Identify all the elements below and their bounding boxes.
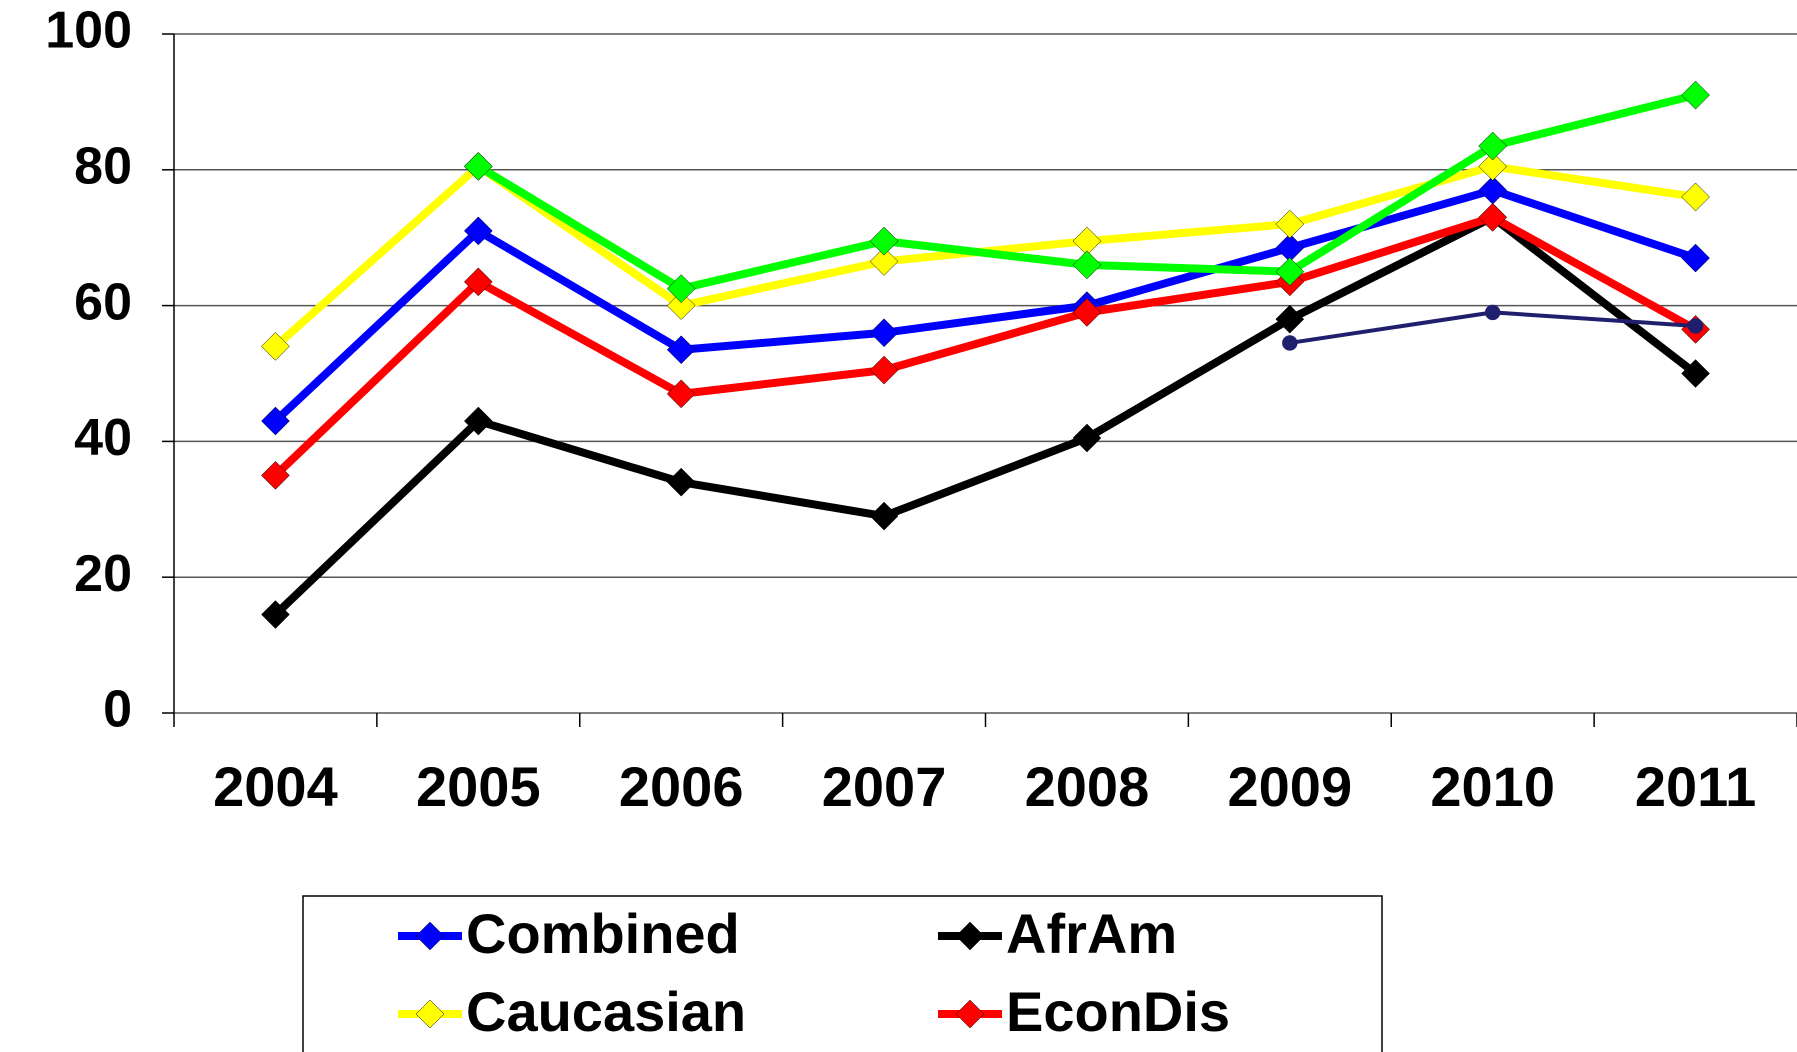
x-tick-label: 2011 xyxy=(1635,755,1757,818)
data-point xyxy=(869,247,899,276)
legend-marker xyxy=(415,999,445,1029)
legend-marker xyxy=(955,921,985,951)
data-point xyxy=(1681,80,1710,110)
data-point xyxy=(1072,250,1102,280)
x-tick-label: 2006 xyxy=(619,755,744,818)
legend-label: EconDis xyxy=(1006,980,1230,1043)
data-point xyxy=(1681,243,1710,273)
data-point xyxy=(1681,359,1710,388)
data-point xyxy=(666,379,696,409)
data-point xyxy=(261,406,290,436)
legend-marker xyxy=(415,921,445,951)
data-point xyxy=(261,600,290,629)
data-point xyxy=(1687,318,1704,334)
data-point xyxy=(666,467,696,497)
data-point xyxy=(463,267,493,297)
data-point xyxy=(1275,304,1305,334)
y-tick-label: 80 xyxy=(74,138,132,196)
series-line xyxy=(272,213,1698,618)
data-point xyxy=(869,501,899,531)
data-point xyxy=(1484,304,1501,321)
data-point xyxy=(463,216,493,246)
data-point xyxy=(1478,202,1508,232)
legend-label: Combined xyxy=(466,902,740,965)
y-tick-label: 60 xyxy=(74,273,132,331)
data-point xyxy=(463,152,493,181)
series-line xyxy=(272,213,1698,479)
x-tick-label: 2010 xyxy=(1430,755,1555,818)
y-tick-label: 20 xyxy=(74,545,132,603)
y-tick-label: 40 xyxy=(74,409,132,467)
x-tick-label: 2008 xyxy=(1025,755,1150,818)
x-tick-label: 2004 xyxy=(213,755,338,818)
data-point xyxy=(261,331,290,361)
data-point xyxy=(869,355,899,385)
data-point xyxy=(1478,152,1508,181)
legend-box xyxy=(302,895,1383,1052)
x-tick-label: 2005 xyxy=(416,755,541,818)
data-point xyxy=(666,335,696,365)
data-point xyxy=(666,274,696,303)
data-point xyxy=(666,291,696,320)
y-tick-label: 100 xyxy=(45,2,132,60)
data-point xyxy=(1072,298,1102,327)
legend-label: Caucasian xyxy=(466,980,746,1043)
data-point xyxy=(261,460,290,490)
data-point xyxy=(1275,257,1305,287)
data-point xyxy=(869,226,899,256)
legend-marker xyxy=(955,999,985,1029)
data-point xyxy=(1282,335,1298,351)
x-tick-label: 2009 xyxy=(1228,755,1353,818)
data-point xyxy=(1681,182,1710,212)
data-point xyxy=(1478,131,1508,161)
legend-label: AfrAm xyxy=(1006,902,1177,965)
data-point xyxy=(1275,209,1305,239)
x-tick-label: 2007 xyxy=(822,755,947,818)
data-point xyxy=(869,318,899,348)
series-line xyxy=(272,186,1697,424)
data-point xyxy=(1072,423,1102,453)
y-tick-label: 0 xyxy=(103,681,132,739)
data-point xyxy=(463,406,493,436)
